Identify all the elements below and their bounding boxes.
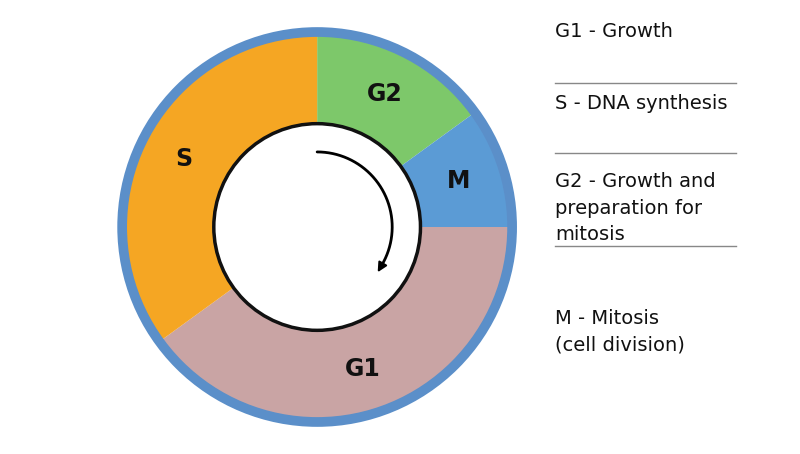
Text: M - Mitosis
(cell division): M - Mitosis (cell division) bbox=[555, 309, 685, 355]
Wedge shape bbox=[317, 32, 475, 166]
Text: G2: G2 bbox=[367, 82, 402, 106]
Wedge shape bbox=[159, 227, 512, 422]
Text: S: S bbox=[176, 147, 193, 171]
Text: G1: G1 bbox=[346, 357, 381, 381]
Text: G2 - Growth and
preparation for
mitosis: G2 - Growth and preparation for mitosis bbox=[555, 173, 716, 244]
Text: S - DNA synthesis: S - DNA synthesis bbox=[555, 94, 727, 114]
Wedge shape bbox=[122, 32, 317, 341]
Circle shape bbox=[214, 123, 421, 331]
Text: M: M bbox=[447, 169, 470, 193]
Wedge shape bbox=[401, 113, 512, 227]
Text: G1 - Growth: G1 - Growth bbox=[555, 22, 673, 41]
